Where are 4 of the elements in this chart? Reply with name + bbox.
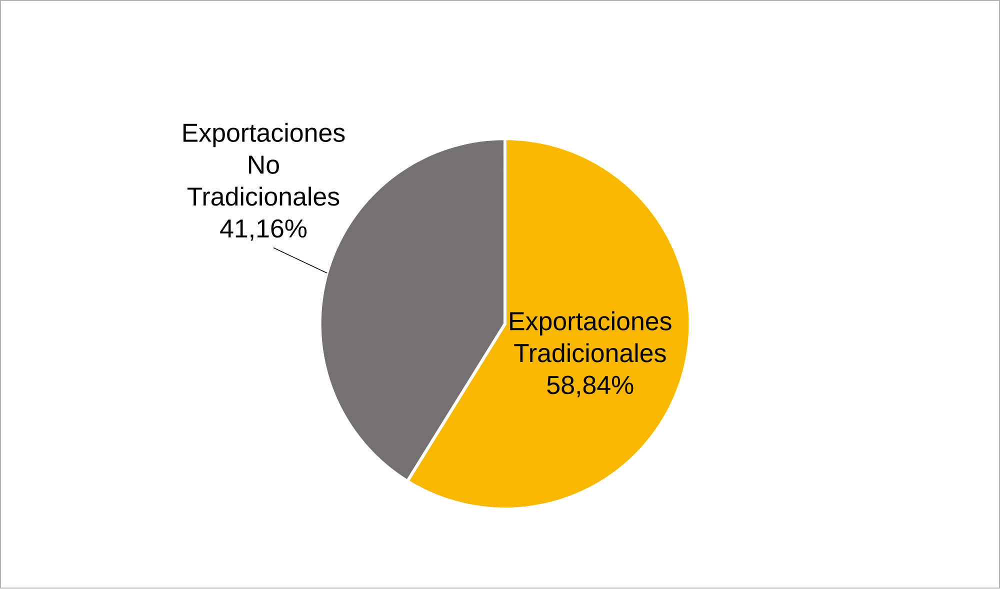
data-label: 41,16% [220, 220, 307, 241]
data-label: 58,84% [547, 376, 634, 398]
slice-label: Exportaciones No Tradicionales [183, 123, 345, 206]
slice-label: Exportaciones Tradicionales [510, 312, 672, 362]
